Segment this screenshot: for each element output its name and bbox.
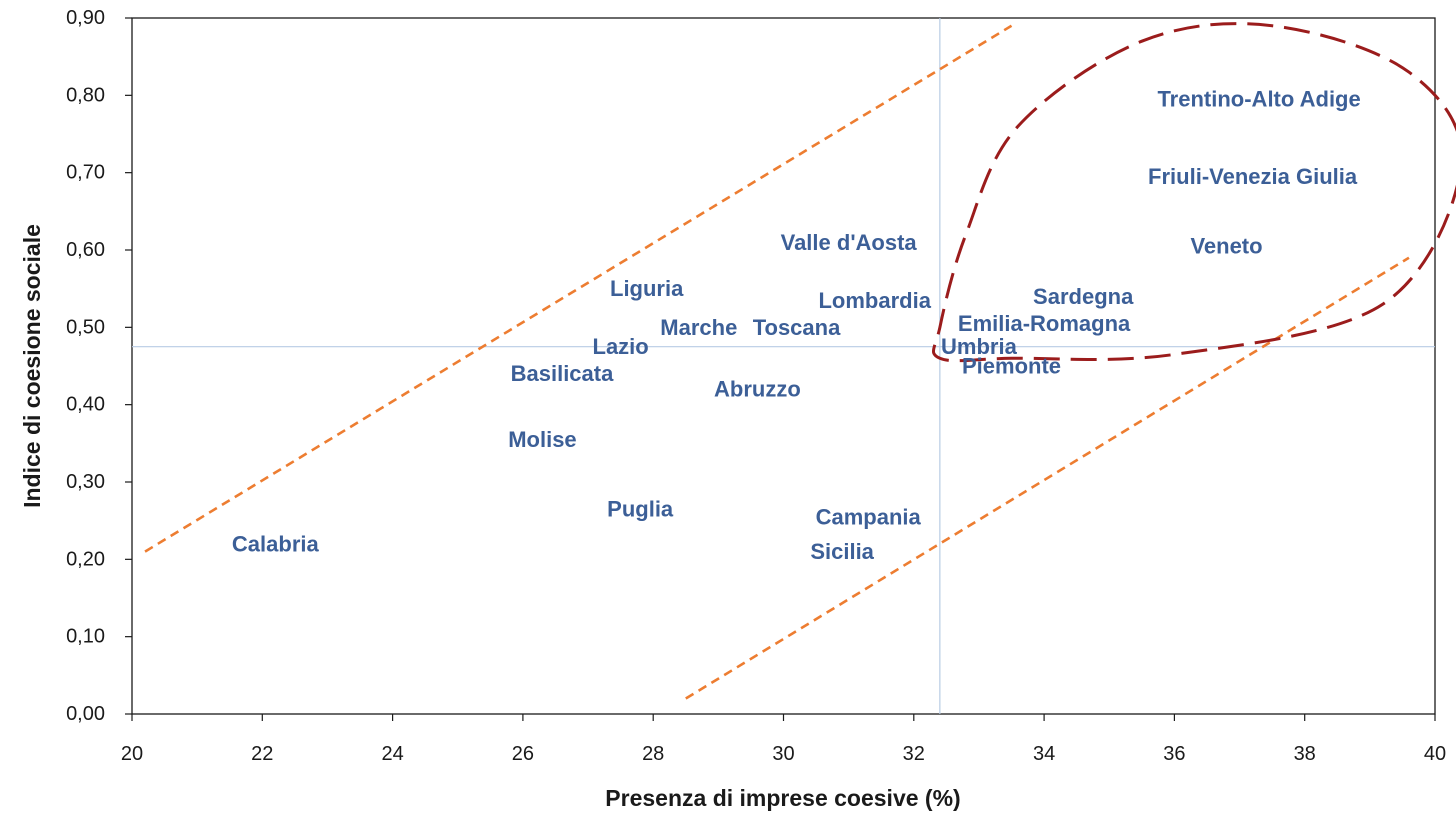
data-label-sicilia: Sicilia: [810, 539, 874, 564]
data-label-lombardia: Lombardia: [818, 288, 931, 313]
x-tick-label: 22: [251, 743, 273, 765]
data-label-liguria: Liguria: [610, 276, 684, 301]
y-tick-label: 0,00: [66, 703, 105, 725]
data-label-lazio: Lazio: [593, 334, 649, 359]
data-label-veneto: Veneto: [1190, 234, 1262, 259]
data-label-umbria: Umbria: [941, 334, 1018, 359]
x-tick-label: 32: [903, 743, 925, 765]
data-label-puglia: Puglia: [607, 497, 674, 522]
plot-area: [131, 17, 1436, 715]
data-label-sardegna: Sardegna: [1033, 284, 1134, 309]
x-tick-label: 40: [1424, 743, 1446, 765]
y-tick-label: 0,70: [66, 162, 105, 184]
data-label-molise: Molise: [508, 427, 576, 452]
data-label-piemonte: Piemonte: [962, 354, 1061, 379]
x-tick-label: 24: [381, 743, 403, 765]
data-label-friuli-venezia-giulia: Friuli-Venezia Giulia: [1148, 164, 1358, 189]
x-tick-label: 28: [642, 743, 664, 765]
y-tick-label: 0,30: [66, 471, 105, 493]
data-label-abruzzo: Abruzzo: [714, 377, 801, 402]
y-tick-label: 0,40: [66, 394, 105, 416]
trend-lower-line: [685, 256, 1410, 700]
data-label-basilicata: Basilicata: [511, 361, 614, 386]
y-tick-label: 0,50: [66, 316, 105, 338]
y-tick-label: 0,90: [66, 7, 105, 29]
data-label-toscana: Toscana: [753, 315, 841, 340]
data-label-calabria: Calabria: [232, 531, 320, 556]
data-label-campania: Campania: [816, 504, 922, 529]
y-tick-label: 0,10: [66, 626, 105, 648]
data-label-trentino-alto-adige: Trentino-Alto Adige: [1157, 87, 1360, 112]
y-tick-label: 0,20: [66, 548, 105, 570]
y-axis-title: Indice di coesione sociale: [19, 224, 45, 508]
highlight-cluster-outline: [931, 22, 1456, 363]
data-label-valle-d-aosta: Valle d'Aosta: [781, 230, 918, 255]
x-tick-label: 38: [1294, 743, 1316, 765]
x-tick-label: 36: [1163, 743, 1185, 765]
x-axis-title: Presenza di imprese coesive (%): [605, 785, 960, 811]
x-tick-label: 34: [1033, 743, 1055, 765]
x-tick-label: 20: [121, 743, 143, 765]
y-tick-label: 0,60: [66, 239, 105, 261]
y-tick-label: 0,80: [66, 84, 105, 106]
data-label-emilia-romagna: Emilia-Romagna: [958, 311, 1131, 336]
x-tick-label: 30: [772, 743, 794, 765]
trend-upper-line: [144, 24, 1013, 553]
data-label-marche: Marche: [660, 315, 737, 340]
x-tick-label: 26: [512, 743, 534, 765]
